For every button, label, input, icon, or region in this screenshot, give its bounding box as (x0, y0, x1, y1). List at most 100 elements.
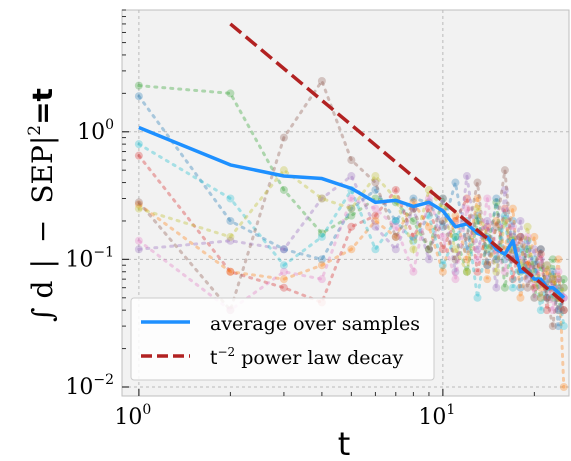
sample-point (536, 306, 545, 315)
sample-point (492, 216, 501, 225)
sample-point (134, 198, 143, 207)
sample-point (279, 275, 288, 284)
sample-point (483, 261, 492, 270)
sample-point (483, 216, 492, 225)
sample-point (279, 245, 288, 254)
sample-point (536, 261, 545, 270)
sample-line (137, 198, 566, 389)
sample-line (137, 84, 566, 311)
sample-point (347, 245, 356, 254)
sample-point (542, 306, 551, 315)
sample-point (530, 261, 539, 270)
sample-point (317, 194, 326, 203)
legend: average over samples t−2 power law decay (130, 297, 435, 381)
sample-line (137, 168, 566, 304)
sample-point (391, 185, 400, 194)
sample-point (500, 166, 509, 175)
y-axis-label: ∫ d|−SEP|2=t (25, 88, 59, 322)
sample-point (516, 283, 525, 292)
sample-point (424, 222, 433, 231)
sample-point (226, 194, 235, 203)
sample-point (462, 267, 471, 276)
sample-point (134, 140, 143, 149)
ticks: 100 101 100 10−1 10−2 (65, 9, 535, 430)
y-tick-label: 100 (77, 117, 114, 145)
sample-line (137, 154, 566, 312)
sample-point (347, 156, 356, 165)
sample-point (451, 232, 460, 241)
legend-frame (130, 297, 435, 381)
sample-point (516, 245, 525, 254)
sample-point (317, 275, 326, 284)
sample-point (548, 306, 557, 315)
sample-point (554, 306, 563, 315)
sample-point (483, 194, 492, 203)
sample-point (438, 232, 447, 241)
sample-point (508, 216, 517, 225)
sample-point (530, 267, 539, 276)
sample-point (500, 255, 509, 264)
sample-lines (134, 76, 568, 391)
sample-point (347, 211, 356, 220)
sample-point (226, 232, 235, 241)
sample-line (137, 77, 566, 327)
sample-point (548, 275, 557, 284)
sample-point (492, 198, 501, 207)
sample-point (279, 185, 288, 194)
sample-point (317, 232, 326, 241)
sample-point (451, 211, 460, 220)
sample-point (559, 306, 568, 315)
sample-point (508, 222, 517, 231)
sample-point (559, 275, 568, 284)
sample-point (473, 267, 482, 276)
sample-point (542, 293, 551, 302)
sample-point (317, 76, 326, 85)
sample-point (462, 267, 471, 276)
sample-point (492, 255, 501, 264)
sample-point (409, 216, 418, 225)
sample-point (279, 133, 288, 142)
sample-point (317, 261, 326, 270)
sample-point (134, 81, 143, 90)
sample-point (554, 322, 563, 331)
sample-point (391, 222, 400, 231)
sample-point (548, 267, 557, 276)
average-line (138, 125, 566, 300)
sample-point (508, 204, 517, 213)
sample-point (554, 255, 563, 264)
sample-point (371, 245, 380, 254)
sample-point (451, 232, 460, 241)
sample-point (523, 283, 532, 292)
y-tick-label: 10−2 (65, 372, 114, 400)
sample-point (371, 204, 380, 213)
x-tick-label: 101 (418, 402, 455, 430)
sample-point (536, 293, 545, 302)
sample-point (451, 255, 460, 264)
sample-point (530, 293, 539, 302)
sample-point (523, 261, 532, 270)
sample-point (371, 178, 380, 187)
sample-point (492, 255, 501, 264)
sample-point (508, 283, 517, 292)
sample-point (409, 267, 418, 276)
sample-point (279, 261, 288, 270)
sample-point (424, 245, 433, 254)
sample-point (438, 216, 447, 225)
sample-point (523, 261, 532, 270)
sample-point (536, 250, 545, 259)
sample-point (559, 322, 568, 331)
sample-point (492, 222, 501, 231)
sample-point (483, 275, 492, 284)
sample-point (347, 172, 356, 181)
sample-point (548, 255, 557, 264)
sample-point (473, 178, 482, 187)
sample-point (462, 232, 471, 241)
sample-point (391, 216, 400, 225)
sample-point (391, 216, 400, 225)
sample-point (424, 245, 433, 254)
sample-point (530, 245, 539, 254)
sample-point (523, 245, 532, 254)
sample-point (492, 283, 501, 292)
sample-point (516, 216, 525, 225)
sample-point (548, 322, 557, 331)
